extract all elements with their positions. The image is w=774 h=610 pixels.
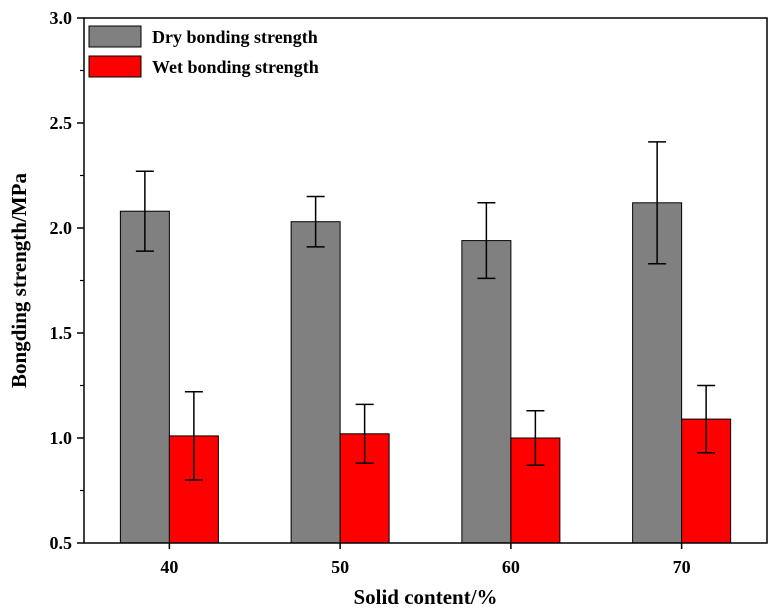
legend-swatch-wet: [88, 55, 142, 78]
y-tick-label-1.0: 1.0: [50, 428, 73, 448]
legend-entry-wet: Wet bonding strength: [88, 55, 319, 78]
y-tick-label-3.0: 3.0: [50, 8, 73, 28]
x-tick-label-70: 70: [673, 557, 691, 577]
wet-error-bar-40: [184, 391, 203, 481]
error-bars-layer: [135, 141, 716, 481]
legend-swatch-dry: [88, 25, 142, 48]
dry-error-bar-40: [135, 170, 154, 252]
y-axis-title: Bongding strength/MPa: [7, 173, 31, 388]
legend-label-dry: Dry bonding strength: [152, 27, 318, 47]
wet-error-bar-50: [355, 403, 374, 464]
legend-entry-dry: Dry bonding strength: [88, 25, 318, 48]
x-tick-label-50: 50: [331, 557, 349, 577]
bars-layer: [119, 202, 732, 544]
axes-layer: 40 50 60 70 0.5 1.0 1.5 2.0 2.5 3.0: [50, 8, 691, 577]
legend: Dry bonding strength Wet bonding strength: [88, 25, 319, 78]
dry-bar-60: [461, 240, 512, 544]
y-tick-label-2.5: 2.5: [50, 113, 73, 133]
wet-error-bar-60: [526, 409, 545, 467]
legend-label-wet: Wet bonding strength: [152, 57, 319, 77]
dry-error-bar-60: [477, 202, 496, 280]
dry-bar-50: [290, 221, 341, 544]
y-tick-label-1.5: 1.5: [50, 323, 73, 343]
dry-error-bar-70: [648, 141, 667, 265]
x-axis-title: Solid content/%: [353, 585, 497, 609]
x-tick-label-40: 40: [160, 557, 178, 577]
dry-error-bar-50: [306, 195, 325, 248]
x-tick-label-60: 60: [502, 557, 520, 577]
y-tick-label-0.5: 0.5: [50, 533, 73, 553]
wet-error-bar-70: [697, 384, 716, 454]
dry-bar-40: [119, 210, 170, 544]
y-tick-label-2.0: 2.0: [50, 218, 73, 238]
